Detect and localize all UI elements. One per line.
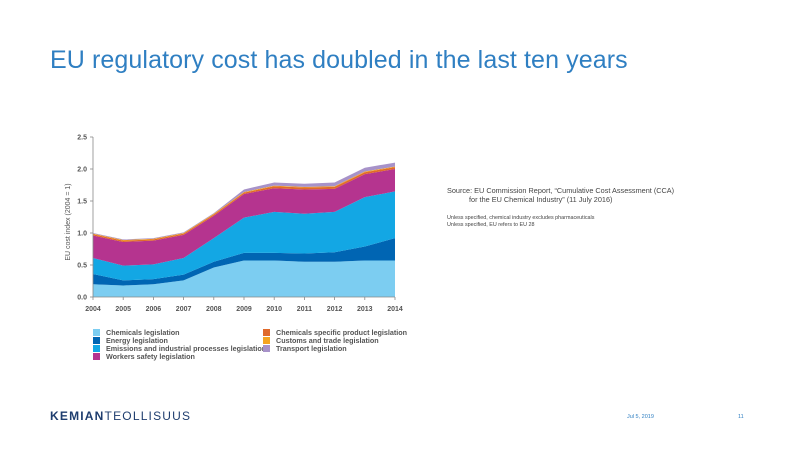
page-number: 11: [738, 414, 744, 420]
x-tick-label: 2012: [327, 306, 343, 313]
slide-title: EU regulatory cost has doubled in the la…: [50, 46, 628, 74]
legend-label: Emissions and industrial processes legis…: [106, 344, 267, 353]
source-note: Source: EU Commission Report, “Cumulativ…: [447, 186, 674, 204]
legend-label: Workers safety legislation: [106, 351, 195, 361]
y-tick-label: 2.5: [77, 135, 87, 142]
x-tick-label: 2004: [85, 306, 101, 313]
y-tick-label: 2.0: [77, 167, 87, 174]
legend-label: Customs and trade legislation: [276, 336, 379, 346]
legend-swatch: [93, 337, 100, 345]
legend-item: Energy legislation: [93, 336, 263, 346]
y-tick-label: 1.5: [77, 199, 87, 206]
legend-item: Emissions and industrial processes legis…: [93, 344, 267, 353]
legend-item: Customs and trade legislation: [263, 336, 433, 346]
y-tick-label: 0.5: [77, 263, 87, 270]
y-tick-label: 1.0: [77, 231, 87, 238]
area-series-2: [93, 238, 395, 286]
x-tick-label: 2014: [387, 306, 403, 313]
footnotes: Unless specified, chemical industry excl…: [447, 215, 594, 229]
legend-item: Chemicals specific product legislation: [263, 328, 433, 338]
y-axis-label: EU cost index (2004 = 1): [65, 183, 72, 260]
stacked-area-chart: 0.0 0.5 1.0 1.5 2.0 2.5 2004 2005 2006 2007 2008 20…: [65, 135, 403, 314]
legend-label: Chemicals specific product legislation: [276, 328, 408, 338]
legend-label: Energy legislation: [106, 336, 168, 346]
y-tick-label: 0.0: [77, 295, 87, 302]
area-series-3: [93, 191, 395, 281]
area-series-1: [93, 260, 395, 297]
x-tick-label: 2011: [297, 306, 312, 313]
footnote-2: Unless specified, EU refers to EU 28: [447, 222, 535, 228]
x-tick-label: 2009: [236, 306, 252, 313]
legend-swatch: [263, 337, 270, 345]
x-tick-label: 2013: [357, 306, 373, 313]
legend-swatch: [263, 344, 270, 352]
x-tick-label: 2006: [146, 306, 162, 313]
legend-item: Workers safety legislation: [93, 351, 263, 361]
x-tick-label: 2010: [266, 306, 282, 313]
source-line-1: Source: EU Commission Report, “Cumulativ…: [447, 186, 675, 195]
chart-areas: [93, 162, 395, 297]
logo-regular-text: TEOLLISUUS: [104, 409, 192, 423]
source-line-2: for the EU Chemical Industry” (11 July 2…: [469, 195, 613, 204]
legend-swatch: [93, 344, 100, 352]
company-logo: KEMIANTEOLLISUUS: [50, 409, 191, 423]
legend-label: Chemicals legislation: [106, 328, 180, 338]
area-series-7: [93, 162, 395, 241]
x-tick-label: 2008: [206, 306, 222, 313]
x-tick-label: 2005: [115, 306, 131, 313]
x-tick-label: 2007: [176, 306, 192, 313]
footnote-1: Unless specified, chemical industry excl…: [447, 215, 595, 221]
logo-bold-text: KEMIAN: [50, 409, 105, 423]
legend-item: Chemicals legislation: [93, 328, 263, 338]
chart-axes: 0.0 0.5 1.0 1.5 2.0 2.5 2004 2005 2006 2007 2008 20…: [77, 135, 403, 314]
area-series-4: [93, 169, 395, 266]
footer-date: Jul 5, 2019: [627, 414, 654, 420]
legend-item: Transport legislation: [263, 344, 433, 353]
chart-legend: Chemicals legislation Chemicals specific …: [93, 328, 433, 361]
legend-label: Transport legislation: [276, 344, 347, 353]
legend-swatch: [263, 329, 270, 337]
legend-swatch: [93, 352, 100, 360]
legend-swatch: [93, 329, 100, 337]
